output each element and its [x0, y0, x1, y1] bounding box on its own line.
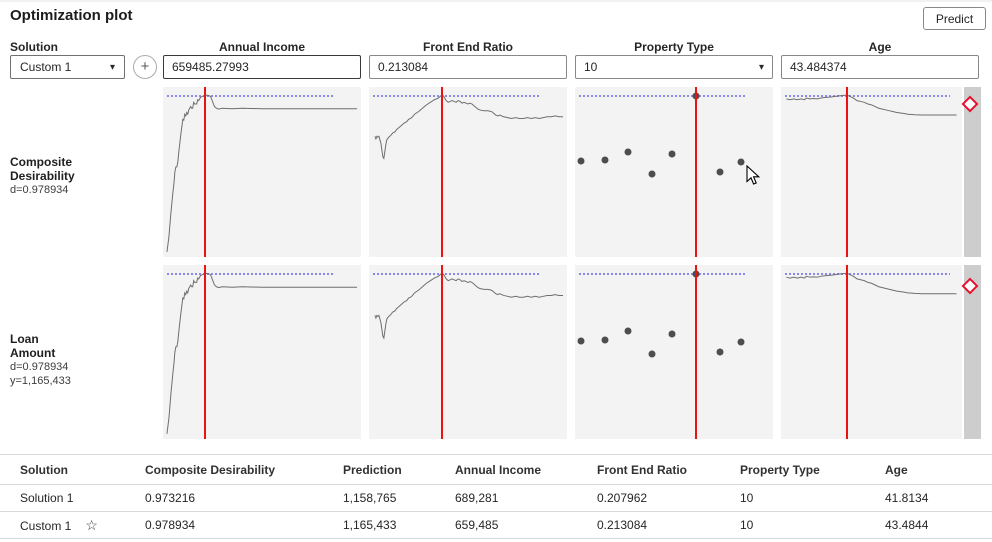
solutions-table-header-row: Solution Composite Desirability Prediction… — [0, 454, 992, 485]
response-scale-strip — [964, 87, 981, 257]
factor-dropdown-value: 10 — [584, 60, 598, 74]
table-header-prediction: Prediction — [343, 454, 455, 485]
mouse-cursor-icon — [746, 165, 761, 185]
table-row[interactable]: Custom 1 ☆ 0.978934 1,165,433 659,485 0.21308… — [0, 511, 992, 539]
profile-plot-age-row2[interactable] — [781, 265, 962, 439]
category-level-dot — [577, 157, 585, 165]
table-row[interactable]: Solution 1 0.973216 1,158,765 689,281 0.2079… — [0, 484, 992, 512]
solution-label: Solution — [10, 40, 58, 54]
category-level-dot — [716, 348, 724, 356]
solutions-table-body: Solution 1 0.973216 1,158,765 689,281 0.2079… — [0, 484, 992, 539]
category-level-dot — [737, 158, 745, 166]
table-cell: Custom 1 ☆ — [0, 511, 145, 539]
table-header-annual-income: Annual Income — [455, 454, 597, 485]
solution-dropdown[interactable]: Custom 1 ▾ — [10, 55, 125, 79]
factor-input-annual-income[interactable] — [163, 55, 361, 79]
profile-curve — [781, 265, 962, 439]
response-label-loan-amount: Loan Amount d=0.978934 y=1,165,433 — [10, 332, 71, 387]
favorite-star-icon[interactable]: ☆ — [85, 516, 98, 533]
profile-plot-annual-income-row1[interactable] — [163, 87, 361, 257]
page-title: Optimization plot — [10, 7, 133, 24]
table-cell: 0.978934 — [145, 511, 343, 539]
factor-value-line[interactable] — [694, 87, 697, 257]
response-scale-strip — [964, 265, 981, 439]
desirability-target-line — [373, 95, 542, 97]
table-header-solution: Solution — [0, 454, 145, 485]
factor-input-front-end-ratio[interactable] — [369, 55, 567, 79]
solution-dropdown-value: Custom 1 — [20, 60, 72, 74]
table-header-property-type: Property Type — [740, 454, 885, 485]
profile-curve — [369, 265, 567, 439]
factor-value-line[interactable] — [203, 265, 206, 439]
category-level-dot — [577, 337, 585, 345]
table-cell: 10 — [740, 511, 885, 539]
table-cell: 0.973216 — [145, 484, 343, 512]
profile-plot-property-type-row1[interactable] — [575, 87, 773, 257]
table-cell: 1,165,433 — [343, 511, 455, 539]
table-cell: 43.4844 — [885, 511, 992, 539]
desirability-target-line — [167, 95, 336, 97]
category-level-dot — [716, 168, 724, 176]
category-level-dot — [668, 150, 676, 158]
chevron-down-icon: ▾ — [109, 61, 115, 73]
factor-value-line[interactable] — [694, 265, 697, 439]
factor-header-annual-income: Annual Income — [218, 40, 305, 54]
factor-value-line[interactable] — [846, 87, 849, 257]
desirability-target-line — [373, 273, 542, 275]
table-cell: 689,281 — [455, 484, 597, 512]
profile-curve — [163, 87, 361, 257]
table-cell: 0.213084 — [597, 511, 740, 539]
desirability-target-line — [579, 95, 748, 97]
profile-curve — [163, 265, 361, 439]
table-header-age: Age — [885, 454, 992, 485]
profile-plot-front-end-ratio-row2[interactable] — [369, 265, 567, 439]
profile-plot-annual-income-row2[interactable] — [163, 265, 361, 439]
table-cell: 0.207962 — [597, 484, 740, 512]
table-cell: 1,158,765 — [343, 484, 455, 512]
desirability-target-line — [579, 273, 748, 275]
response-label-composite-desirability: Composite Desirability d=0.978934 — [10, 155, 75, 196]
category-level-dot — [648, 170, 656, 178]
factor-value-line[interactable] — [441, 265, 444, 439]
factor-value-line[interactable] — [846, 265, 849, 439]
factor-header-property-type: Property Type — [634, 40, 714, 54]
profile-plot-front-end-ratio-row1[interactable] — [369, 87, 567, 257]
profile-plot-property-type-row2[interactable] — [575, 265, 773, 439]
category-level-dot — [601, 156, 609, 164]
table-header-front-end-ratio: Front End Ratio — [597, 454, 740, 485]
table-cell: 10 — [740, 484, 885, 512]
factor-dropdown-property-type[interactable]: 10 ▾ — [575, 55, 773, 79]
desirability-target-line — [785, 273, 950, 275]
desirability-target-line — [167, 273, 336, 275]
chevron-down-icon: ▾ — [758, 61, 764, 73]
solutions-table: Solution Composite Desirability Prediction… — [0, 454, 992, 539]
category-level-dot — [668, 330, 676, 338]
table-header-composite-desirability: Composite Desirability — [145, 454, 343, 485]
factor-header-age: Age — [868, 40, 892, 54]
category-level-dot — [624, 327, 632, 335]
table-cell: Solution 1 — [0, 484, 145, 512]
factor-value-line[interactable] — [441, 87, 444, 257]
factor-input-age[interactable] — [781, 55, 979, 79]
category-level-dot — [601, 336, 609, 344]
profile-curve — [369, 87, 567, 257]
table-cell: 659,485 — [455, 511, 597, 539]
category-level-dot — [624, 148, 632, 156]
category-level-dot — [737, 338, 745, 346]
predict-button[interactable]: Predict — [923, 7, 986, 30]
profile-curve — [781, 87, 962, 257]
add-solution-button[interactable]: + — [133, 55, 157, 79]
profile-plot-age-row1[interactable] — [781, 87, 962, 257]
factor-header-front-end-ratio: Front End Ratio — [423, 40, 513, 54]
desirability-target-line — [785, 95, 950, 97]
table-cell: 41.8134 — [885, 484, 992, 512]
category-level-dot — [648, 350, 656, 358]
factor-value-line[interactable] — [203, 87, 206, 257]
